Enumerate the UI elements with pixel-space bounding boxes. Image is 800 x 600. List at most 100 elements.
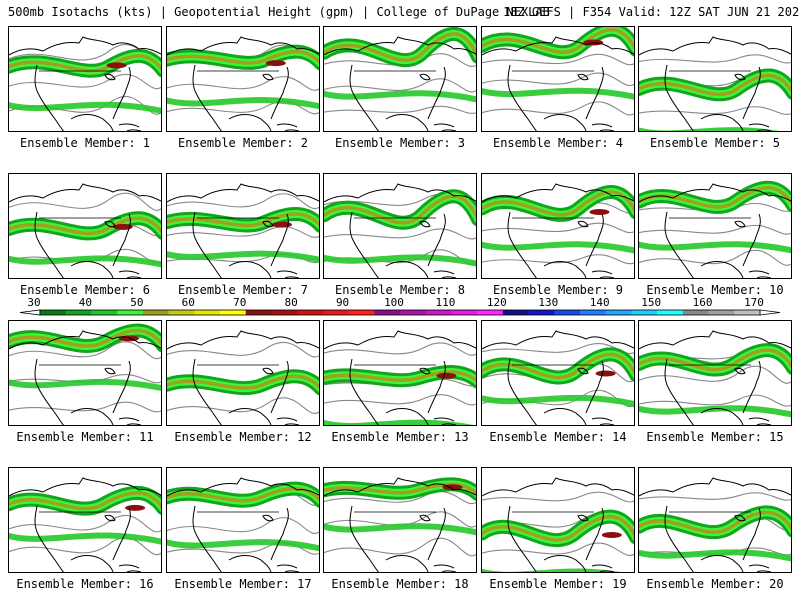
ensemble-map-panel — [8, 320, 162, 426]
coastline — [577, 73, 589, 81]
height-contour — [9, 401, 161, 413]
height-contour — [167, 341, 319, 358]
isotach-band-60kt — [324, 370, 476, 383]
coastline — [276, 270, 300, 278]
coastline — [70, 555, 114, 572]
coastline — [324, 36, 476, 56]
coastline — [104, 73, 116, 81]
header: 500mb Isotachs (kts) | Geopotential Heig… — [0, 0, 800, 22]
height-contour — [639, 106, 791, 115]
coastline — [262, 514, 274, 522]
ensemble-member-label: Ensemble Member: 2 — [177, 136, 309, 150]
ensemble-map-panel — [481, 320, 635, 426]
ensemble-map — [324, 183, 476, 278]
isotach-band-40kt — [639, 241, 791, 254]
colorbar-swatch — [142, 310, 169, 315]
coastline — [167, 330, 319, 350]
ensemble-map-panel — [323, 26, 477, 132]
coastline — [385, 261, 429, 278]
ensemble-map — [167, 183, 319, 278]
coastline — [427, 507, 446, 561]
coastline — [349, 358, 379, 425]
coastline — [577, 367, 589, 375]
ensemble-member-label: Ensemble Member: 3 — [334, 136, 466, 150]
height-contour — [482, 53, 634, 66]
isotach-band-60kt — [167, 49, 319, 65]
height-contour — [9, 374, 161, 384]
colorbar-tick-label: 160 — [693, 296, 713, 309]
coastline — [385, 555, 429, 572]
coastline — [228, 114, 272, 131]
coastline — [270, 213, 289, 267]
colorbar-swatch — [194, 310, 221, 315]
coastline — [543, 261, 587, 278]
coastline — [118, 417, 142, 425]
colorbar-tick-label: 120 — [487, 296, 507, 309]
height-contour — [324, 537, 476, 557]
ensemble-map — [639, 180, 791, 278]
coastline — [700, 408, 744, 425]
isotach-max-80kt — [112, 223, 133, 230]
coastline — [700, 261, 744, 278]
height-contour — [9, 341, 161, 360]
coastline — [270, 360, 289, 414]
coastline — [664, 64, 694, 131]
height-contour — [639, 249, 791, 266]
height-contour — [9, 73, 161, 89]
coastline — [748, 564, 772, 572]
colorbar-swatch — [605, 310, 632, 315]
coastline — [734, 220, 746, 228]
colorbar-swatch — [297, 310, 324, 315]
isotach-band-60kt — [324, 32, 476, 62]
isotach-band-40kt — [324, 254, 476, 267]
height-contour — [324, 105, 476, 114]
ensemble-member-label: Ensemble Member: 5 — [649, 136, 781, 150]
ensemble-member-label: Ensemble Member: 19 — [489, 577, 627, 591]
isotach-band-60kt — [167, 374, 319, 390]
isotach-band-40kt — [639, 549, 791, 562]
coastline — [385, 114, 429, 131]
ensemble-map — [482, 477, 634, 572]
coastline — [507, 358, 537, 425]
ensemble-map — [482, 27, 634, 131]
coastline — [585, 360, 604, 414]
coastline — [419, 514, 431, 522]
height-contour — [324, 511, 476, 528]
coastline — [507, 505, 537, 572]
colorbar-swatch — [400, 310, 427, 315]
coastline — [228, 261, 272, 278]
colorbar-tick-label: 70 — [233, 296, 246, 309]
coastline — [419, 220, 431, 228]
ensemble-member-label: Ensemble Member: 9 — [492, 283, 624, 297]
ensemble-map — [9, 323, 161, 425]
isotach-band-40kt — [482, 394, 634, 408]
coastline — [276, 564, 300, 572]
header-title: 500mb Isotachs (kts) | Geopotential Heig… — [8, 5, 550, 19]
coastline — [192, 505, 222, 572]
coastline — [748, 270, 772, 278]
height-contour — [167, 397, 319, 414]
coastline — [167, 183, 319, 203]
height-contour — [167, 517, 319, 534]
isotach-max-80kt — [595, 370, 616, 377]
coastline — [427, 213, 446, 267]
height-contour — [639, 492, 791, 501]
colorbar-swatch — [220, 310, 247, 315]
ensemble-map-panel — [166, 26, 320, 132]
ensemble-map — [167, 36, 319, 131]
colorbar-swatch — [528, 310, 555, 315]
height-contour — [482, 254, 634, 265]
coastline — [507, 211, 537, 278]
isotach-max-80kt — [601, 531, 622, 538]
height-contour — [324, 342, 476, 356]
coastline — [742, 360, 761, 414]
coastline — [9, 477, 161, 497]
colorbar-tick-label: 140 — [590, 296, 610, 309]
ensemble-map — [482, 330, 634, 425]
coastline — [9, 36, 161, 56]
ensemble-map-panel — [8, 26, 162, 132]
coastline — [34, 505, 64, 572]
coastline — [118, 123, 142, 131]
isotach-max-80kt — [271, 221, 292, 228]
coastline — [577, 514, 589, 522]
